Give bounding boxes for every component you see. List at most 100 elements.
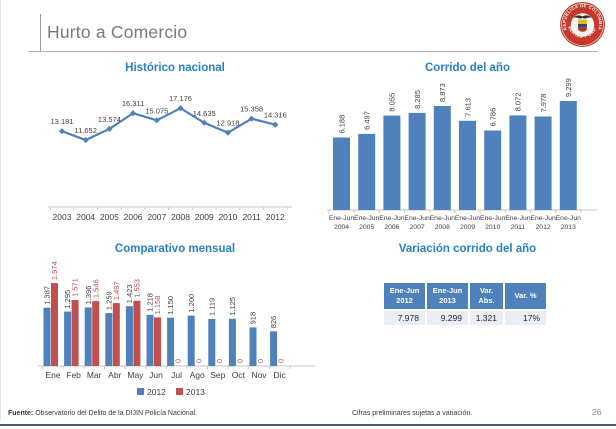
- bar: [358, 133, 376, 210]
- shield-red-band: [578, 26, 587, 32]
- data-point-marker: [82, 136, 89, 144]
- x-axis-label: Jul: [171, 370, 182, 380]
- bar: [433, 106, 451, 210]
- table-header-cell: Var. Abs.: [470, 283, 503, 309]
- bar-2012: [249, 327, 257, 366]
- x-axis-label: Ene: [45, 370, 60, 380]
- bar-2012-label: 1.150: [166, 296, 175, 315]
- x-axis-label: Abr: [108, 370, 121, 380]
- footer-rule: [0, 424, 616, 426]
- data-point-label: 14.635: [193, 109, 216, 118]
- comparativo-mensual-title: Comparativo mensual: [114, 243, 236, 255]
- data-point-marker: [106, 125, 113, 132]
- bar-2013-label: 0: [236, 359, 245, 363]
- table-data-cell: 1.321: [470, 311, 503, 325]
- bar-2013-label: 0: [256, 359, 265, 363]
- bar-2012: [43, 307, 51, 366]
- bar-2013-label: 1.546: [91, 279, 100, 298]
- x-axis-label: 2011: [242, 212, 261, 222]
- x-axis-label-line1: Ene-Jun: [379, 215, 405, 222]
- x-axis-label: 2004: [76, 212, 95, 222]
- bar: [408, 112, 426, 210]
- bar-2012-label: 1.387: [43, 286, 52, 305]
- corrido-del-ano-title: Corrido del año: [425, 62, 510, 74]
- bar-value-label: 7.613: [463, 98, 472, 117]
- bar-2013-label: 0: [194, 359, 203, 363]
- bar: [509, 115, 527, 210]
- x-axis-label: Feb: [66, 370, 81, 380]
- bar-2013: [133, 300, 141, 366]
- data-point-marker: [224, 129, 231, 136]
- slide-left-edge: [0, 0, 1, 420]
- legend-label-2012: 2012: [147, 387, 166, 397]
- x-axis-label: Dic: [273, 370, 286, 380]
- footer-note: Cifras preliminares sujetas a variación.: [352, 410, 473, 417]
- bar-2012: [146, 314, 154, 366]
- bar-2012: [270, 331, 278, 366]
- seal-inner-ring: [561, 3, 604, 46]
- bar-2012-label: 1.259: [104, 291, 113, 310]
- variacion-table: Ene-Jun 2012 Ene-Jun 2013 Var. Abs. Var. % 7.97…: [384, 283, 546, 325]
- table-data-cell: 17%: [505, 311, 546, 325]
- x-axis-label-line2: 2009: [460, 224, 475, 231]
- bar: [484, 130, 502, 210]
- x-axis-label: May: [127, 370, 144, 380]
- x-axis-label-line2: 2013: [561, 224, 576, 231]
- bar-value-label: 6.188: [337, 115, 346, 134]
- x-axis-label-line1: Ene-Jun: [404, 215, 430, 222]
- bar-2012-label: 1.119: [207, 298, 216, 316]
- x-axis-label-line1: Ene-Jun: [556, 215, 582, 222]
- x-axis-label-line1: Ene-Jun: [354, 215, 380, 222]
- variacion-corrido-title: Variación corrido del año: [398, 243, 537, 255]
- data-point-marker: [272, 121, 279, 128]
- data-point-marker: [201, 119, 208, 126]
- x-axis-label-line1: Ene-Jun: [505, 215, 531, 222]
- bar-2013-label: 1.553: [133, 279, 142, 298]
- bar-2013-label: 1.571: [71, 278, 80, 297]
- bar-2012: [105, 313, 113, 366]
- bar-2012-label: 1.200: [187, 294, 196, 313]
- bar-2013: [112, 303, 120, 366]
- condor-icon: [573, 15, 592, 19]
- shield-yellow-band: [578, 19, 587, 25]
- x-axis-label: Mar: [87, 370, 102, 380]
- historico-nacional-title: Histórico nacional: [125, 62, 225, 74]
- bar-value-label: 7.978: [539, 94, 548, 113]
- x-axis-label-line2: 2011: [511, 224, 526, 231]
- footer-source: Fuente: Observatorio del Delito de la DI…: [8, 410, 197, 417]
- table-data-cell: 9.299: [427, 311, 468, 325]
- bar-2012-label: 1.396: [84, 286, 93, 305]
- x-axis-label: 2003: [53, 212, 72, 222]
- data-point-label: 14.316: [264, 111, 287, 120]
- bar: [534, 116, 552, 210]
- x-axis-label: 2009: [195, 212, 214, 222]
- legend-swatch-2012: [137, 388, 144, 395]
- data-point-label: 12.918: [216, 119, 239, 128]
- page-title: Hurto a Comercio: [47, 22, 188, 42]
- bar-value-label: 8.055: [388, 93, 397, 112]
- data-point-label: 11.652: [75, 126, 97, 135]
- data-point-marker: [177, 105, 184, 112]
- x-axis-label: 2010: [218, 212, 237, 222]
- bar-2013-label: 0: [277, 359, 286, 363]
- x-axis-label-line1: Ene-Jun: [455, 215, 481, 222]
- data-point-marker: [248, 115, 255, 122]
- bar: [559, 101, 577, 210]
- bar-2012-label: 918: [249, 312, 258, 325]
- data-point-marker: [58, 128, 66, 135]
- bar-value-label: 8.072: [514, 93, 523, 112]
- x-axis-label: 2005: [100, 212, 119, 222]
- bar: [333, 137, 350, 210]
- bar-2012-label: 1.295: [63, 290, 72, 309]
- legend-swatch-2013: [176, 388, 183, 395]
- x-axis-label: Jun: [149, 370, 163, 380]
- bar-2012: [187, 315, 195, 366]
- bar-2012: [125, 306, 133, 366]
- x-axis-label-line1: Ene-Jun: [480, 215, 506, 222]
- title-divider-horizontal: [28, 51, 598, 52]
- bar-2013-label: 0: [174, 359, 183, 363]
- bar-2012-label: 1.423: [125, 284, 134, 303]
- x-axis-label-line2: 2006: [384, 224, 399, 231]
- x-axis-label-line2: 2004: [334, 224, 349, 231]
- bar-2013: [92, 301, 100, 366]
